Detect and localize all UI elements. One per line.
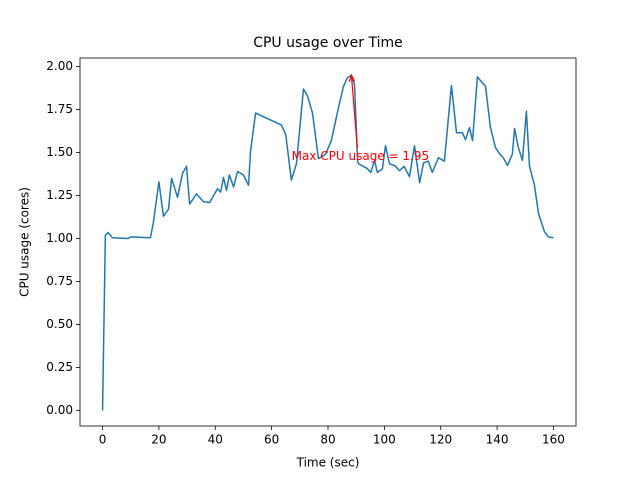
x-tick-label: 0 — [99, 433, 107, 447]
y-tick-label: 0.75 — [46, 274, 73, 288]
annotation-arrow — [350, 75, 359, 149]
x-tick-label: 80 — [320, 433, 335, 447]
y-tick-label: 0.50 — [46, 317, 73, 331]
y-axis-label: CPU usage (cores) — [18, 187, 32, 297]
x-tick-label: 160 — [542, 433, 565, 447]
y-tick-label: 0.25 — [46, 360, 73, 374]
y-tick-label: 1.25 — [46, 188, 73, 202]
y-tick-label: 1.50 — [46, 145, 73, 159]
annotation-arrowhead — [348, 73, 356, 83]
x-tick-label: 60 — [264, 433, 279, 447]
y-tick-label: 0.00 — [46, 403, 73, 417]
x-tick-label: 40 — [208, 433, 223, 447]
annotation-text: Max CPU usage = 1.95 — [292, 149, 429, 163]
x-tick-label: 140 — [486, 433, 509, 447]
y-tick-label: 1.75 — [46, 102, 73, 116]
data-line — [101, 74, 554, 411]
x-tick-label: 20 — [151, 433, 166, 447]
y-tick-label: 2.00 — [46, 59, 73, 73]
y-tick-label: 1.00 — [46, 231, 73, 245]
plot-frame — [79, 57, 577, 427]
chart-title: CPU usage over Time — [253, 35, 403, 51]
x-axis-label: Time (sec) — [296, 456, 360, 470]
x-tick-label: 100 — [373, 433, 396, 447]
x-tick-label: 120 — [429, 433, 452, 447]
